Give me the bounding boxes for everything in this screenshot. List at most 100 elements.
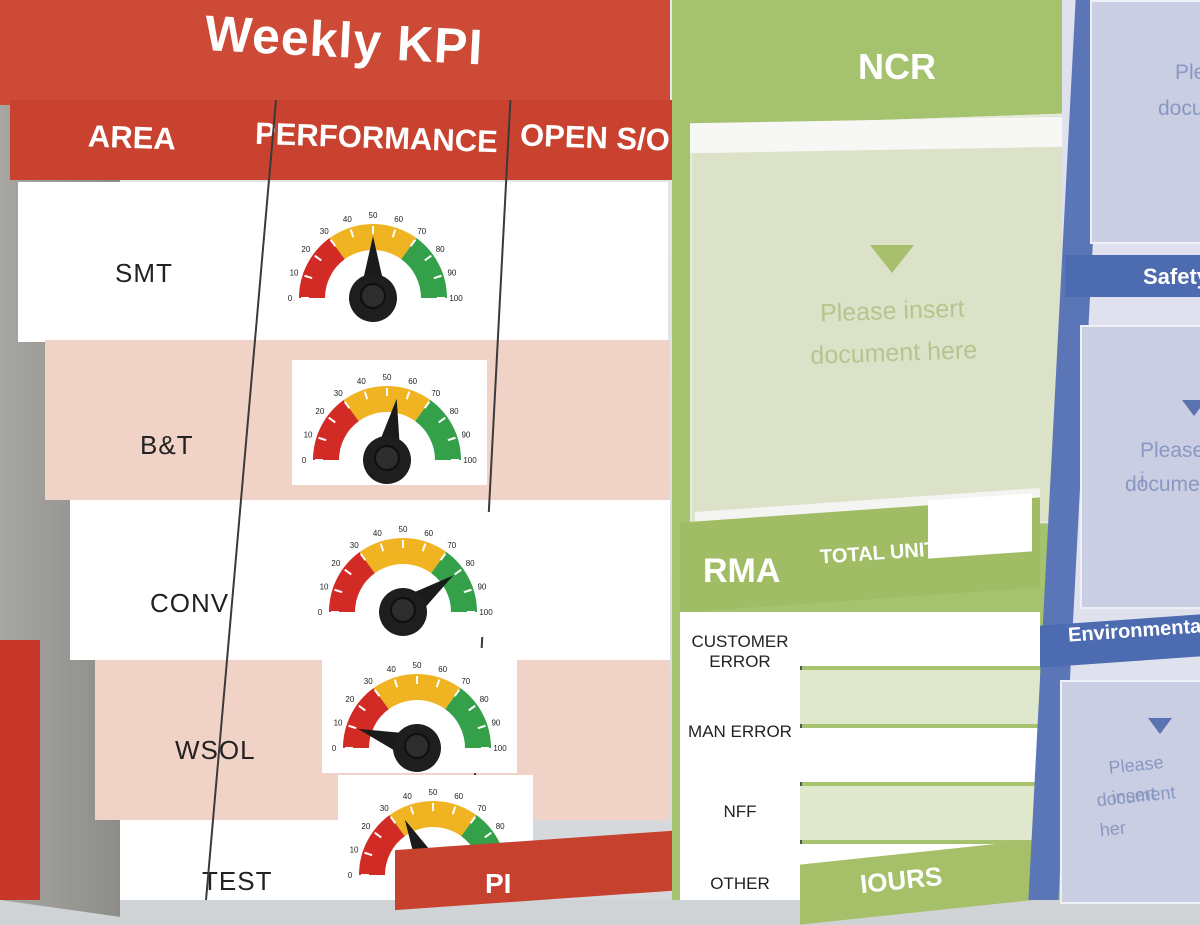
gauge-tick [329,239,337,247]
column-open-so-header: OPEN S/O [519,117,671,158]
gauge-tick-label: 50 [399,525,408,534]
gauge-tick-label: 90 [447,268,456,277]
gauge-tick-label: 70 [431,389,440,398]
area-label: TEST [202,866,273,896]
gauge-card: 0 10 20 30 40 50 60 70 80 90 100 [278,198,473,323]
document-pocket[interactable] [1060,680,1200,904]
gauge-knob-cap [404,733,430,759]
rma-entry-cell[interactable] [800,670,1040,724]
performance-gauge[interactable]: 0 10 20 30 40 50 60 70 80 90 100 [278,198,473,323]
gauge-tick-label: 20 [301,245,310,254]
gauge-tick [379,543,385,552]
gauge-tick-label: 80 [496,822,505,831]
area-label: CONV [150,588,230,618]
rma-entry-cell[interactable] [800,612,1040,666]
gauge-tick-label: 30 [364,677,373,686]
pocket-instruction-line: docu [1158,97,1200,120]
gauge-tick-label: 50 [369,211,378,220]
document-pocket[interactable] [1090,0,1200,244]
gauge-tick [435,679,441,688]
gauge-green-zone [401,238,447,298]
gauge-red-zone [299,238,345,298]
performance-gauge[interactable]: 0 10 20 30 40 50 60 70 80 90 100 [292,360,487,485]
total-units-field[interactable] [928,493,1032,559]
gauge-tick-label: 100 [479,608,493,617]
gauge-green-zone [415,400,461,460]
rma-entry-cell[interactable] [800,786,1040,840]
down-arrow-icon [870,245,914,273]
gauge-knob-cap [390,597,416,623]
gauge-red-zone [343,688,389,748]
gauge-tick-label: 50 [383,373,392,382]
gauge-tick-label: 10 [334,718,343,727]
gauge-tick [364,851,373,857]
gauge-tick [373,689,381,697]
pocket-instruction-line: Ple [1175,61,1200,84]
gauge-tick [374,831,382,839]
gauge-tick-label: 30 [334,389,343,398]
gauge-tick-label: 100 [493,744,507,753]
area-label: SMT [115,258,173,288]
rma-row-label-line: CUSTOMER [691,632,789,651]
board-frame-red-edge [0,640,40,900]
rma-row-label: OTHER [710,874,770,893]
gauge-green-zone [445,688,491,748]
gauge-tick [405,391,411,400]
gauge-tick [334,588,343,594]
gauge-tick-label: 80 [466,559,475,568]
gauge-tick [424,254,432,262]
gauge-tick-label: 50 [429,788,438,797]
document-pocket[interactable] [1080,325,1200,609]
ncr-title: NCR [858,46,936,87]
gauge-tick [421,543,427,552]
gauge-green-zone [431,552,477,612]
safety-header [1065,255,1200,297]
gauge-tick-label: 40 [357,377,366,386]
gauge-tick [363,391,369,400]
gauge-tick-label: 40 [373,529,382,538]
gauge-tick-label: 0 [288,294,293,303]
gauge-tick [389,816,397,824]
gauge-tick-label: 30 [350,541,359,550]
gauge-tick [348,724,357,730]
gauge-tick [453,689,461,697]
gauge-tick [438,416,446,424]
gauge-tick [447,436,456,442]
gauge-tick-label: 10 [320,582,329,591]
rma-entry-cell[interactable] [800,728,1040,782]
gauge-tick-label: 60 [424,529,433,538]
performance-gauge[interactable]: 0 10 20 30 40 50 60 70 80 90 100 [308,512,503,637]
rma-row-label: CUSTOMER ERROR [680,632,800,672]
gauge-card: 0 10 20 30 40 50 60 70 80 90 100 [292,360,487,485]
gauge-red-zone [313,400,359,460]
kpi-header [0,0,670,105]
gauge-tick-label: 50 [413,661,422,670]
gauge-tick-label: 10 [290,268,299,277]
kpi-column-header-row: AREA PERFORMANCE OPEN S/O [10,100,680,180]
area-label: B&T [140,430,194,460]
safety-label: Safety [1143,264,1200,289]
gauge-tick-label: 0 [348,871,353,880]
gauge-tick-label: 0 [318,608,323,617]
gauge-tick [477,724,486,730]
gauge-tick [314,254,322,262]
gauge-tick [391,229,397,238]
gauge-tick-label: 10 [304,430,313,439]
gauge-tick [463,588,472,594]
gauge-tick-label: 40 [343,215,352,224]
gauge-tick-label: 100 [449,294,463,303]
rma-row-label: MAN ERROR [688,722,792,741]
pocket-instruction-line: Please i [1140,439,1200,492]
gauge-tick [468,704,476,712]
performance-gauge[interactable]: 0 10 20 30 40 50 60 70 80 90 100 [322,648,517,773]
gauge-tick [318,436,327,442]
gauge-tick-label: 60 [454,792,463,801]
gauge-tick-label: 20 [315,407,324,416]
gauge-red-zone [359,815,405,875]
gauge-tick-label: 40 [387,665,396,674]
gauge-knob-cap [374,445,400,471]
gauge-tick-label: 10 [350,845,359,854]
gauge-tick [358,704,366,712]
gauge-tick [328,416,336,424]
rma-row-label-line: ERROR [709,652,771,671]
